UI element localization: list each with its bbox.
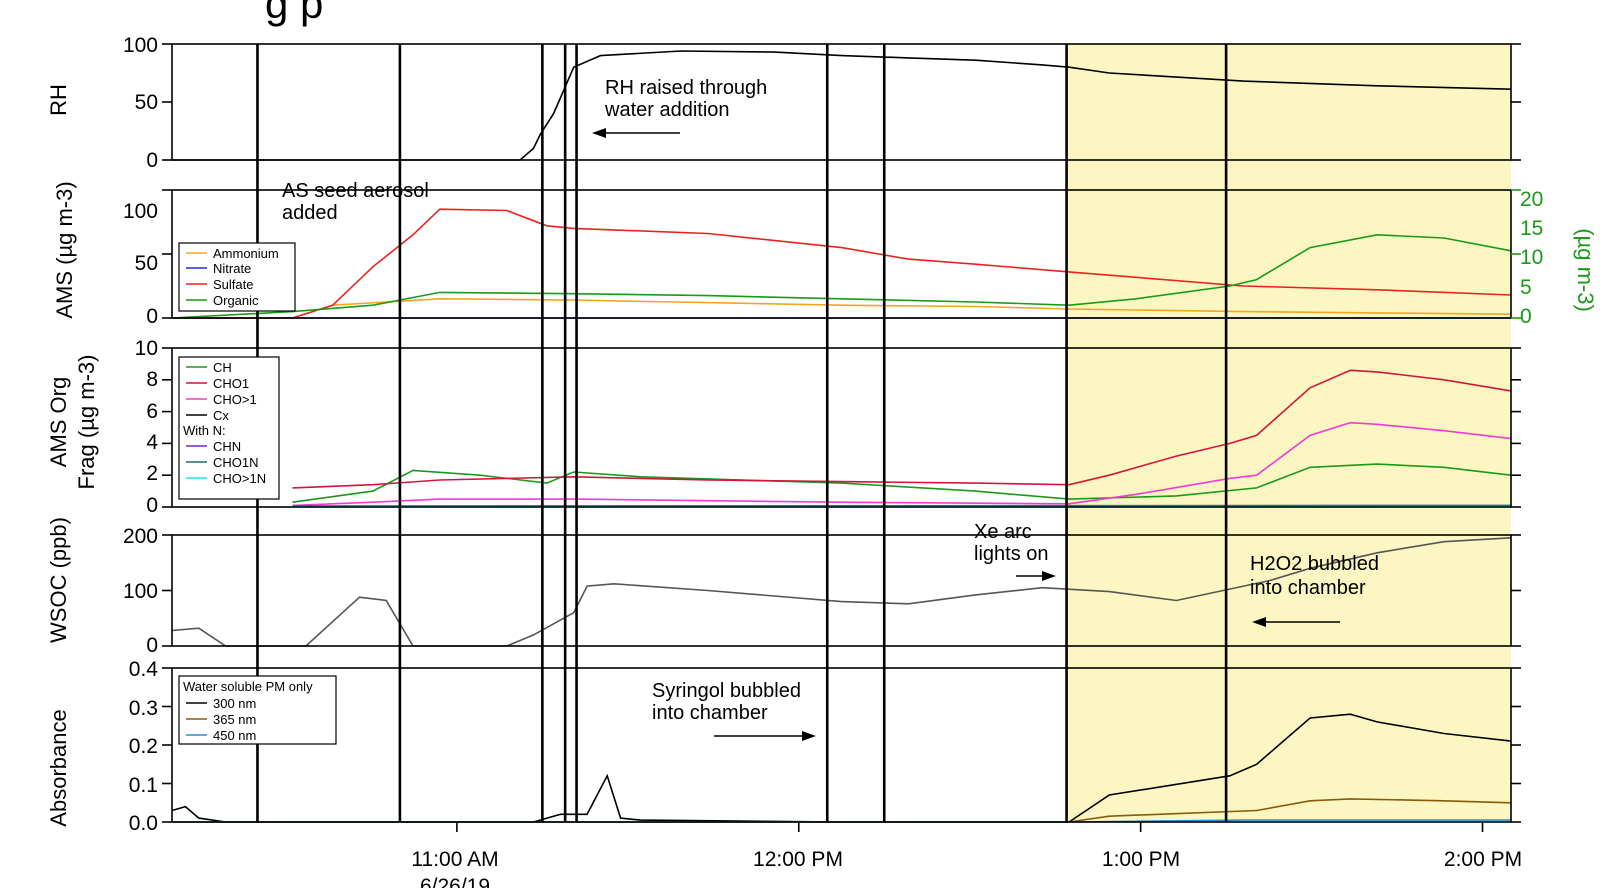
frag-ylabel-line1: AMS Org — [46, 377, 71, 467]
syringol-annotation: Syringol bubbled into chamber — [652, 680, 807, 724]
ams-annotation: AS seed aerosol added — [282, 180, 434, 224]
ams-ylabel: AMS (µg m-3) — [52, 181, 77, 318]
ams-legend-nitrate: Nitrate — [213, 261, 251, 276]
rh-series-0 — [172, 50, 1512, 161]
xe-annotation: Xe arc lights on — [974, 521, 1049, 565]
abs-ytick-0.4: 0.4 — [129, 658, 159, 681]
xaxis-date-label: 6/26/19 — [420, 875, 490, 888]
frag-ytick-6: 6 — [146, 400, 158, 423]
frag-legend-cho-gt1n: CHO>1N — [213, 471, 266, 486]
abs-ytick-0.3: 0.3 — [129, 697, 158, 720]
frag-legend-ch: CH — [213, 360, 232, 375]
abs-ylabel: Absorbance — [46, 709, 71, 826]
syringol-annotation-line1: Syringol bubbled — [652, 680, 801, 702]
frag-ytick-2: 2 — [146, 462, 158, 485]
rh-ylabel: RH — [46, 84, 71, 116]
rh-ytick-50: 50 — [135, 91, 158, 114]
frag-legend-cho1: CHO1 — [213, 376, 249, 391]
abs-ytick-0.2: 0.2 — [129, 735, 158, 758]
ams-annotation-line2: added — [282, 202, 338, 224]
ams-right-ytick-10: 10 — [1520, 246, 1543, 269]
ams-annotation-line1: AS seed aerosol — [282, 180, 429, 202]
abs-series-365-nm — [172, 798, 1512, 823]
frag-ytick-4: 4 — [146, 431, 158, 454]
xtick-12pm: 12:00 PM — [753, 848, 843, 871]
frag-ytick-8: 8 — [146, 368, 158, 391]
syringol-annotation-arrow — [714, 731, 816, 741]
abs-legend: Water soluble PM only 300 nm 365 nm 450 … — [178, 675, 337, 745]
abs-ytick-0.1: 0.1 — [129, 774, 158, 797]
abs-legend-365nm: 365 nm — [213, 712, 256, 727]
xtick-1pm: 1:00 PM — [1102, 848, 1180, 871]
frag-ytick-10: 10 — [135, 337, 158, 360]
xe-annotation-line2: lights on — [974, 543, 1049, 565]
frag-legend-chn: CHN — [213, 439, 241, 454]
frag-legend: CH CHO1 CHO>1 Cx With N: CHN CHO1N CHO>1… — [178, 356, 280, 500]
h2o2-annotation-line2: into chamber — [1250, 577, 1366, 599]
ams-ytick-0: 0 — [146, 305, 158, 328]
frag-legend-cho-gt1: CHO>1 — [213, 392, 257, 407]
wsoc-ytick-0: 0 — [146, 634, 158, 657]
ams-series-organic — [171, 233, 1512, 319]
ams-right-ytick-0: 0 — [1520, 305, 1532, 328]
frag-legend-cho1n: CHO1N — [213, 455, 259, 470]
ams-series-sulfate — [172, 208, 1512, 319]
abs-ytick-0.0: 0.0 — [129, 812, 158, 835]
ams-right-ytick-5: 5 — [1520, 276, 1532, 299]
h2o2-annotation-arrow — [1252, 617, 1340, 627]
rh-ytick-100: 100 — [123, 34, 158, 57]
ams-ylabel-text: AMS (µg m-3) — [52, 181, 77, 318]
wsoc-ytick-200: 200 — [123, 525, 158, 548]
rh-annotation: RH raised through water addition — [604, 77, 773, 121]
ams-legend-sulfate: Sulfate — [213, 277, 253, 292]
frag-series-cho-1 — [292, 421, 1512, 507]
ams-legend-ammonium: Ammonium — [213, 246, 279, 261]
xtick-2pm: 2:00 PM — [1444, 848, 1522, 871]
ams-ytick-50: 50 — [135, 252, 158, 275]
h2o2-annotation: H2O2 bubbled into chamber — [1250, 553, 1385, 599]
abs-legend-450nm: 450 nm — [213, 728, 256, 743]
frag-series-ch — [292, 463, 1512, 503]
ams-right-ytick-20: 20 — [1520, 188, 1543, 211]
ams-right-ytick-15: 15 — [1520, 217, 1543, 240]
title-fragment: g p — [265, 0, 323, 27]
ams-right-ylabel: (µg m-3) — [1573, 228, 1598, 312]
rh-annotation-line2: water addition — [604, 99, 730, 121]
frag-legend-with-n: With N: — [183, 423, 226, 438]
frag-panel-frame — [171, 347, 1512, 508]
wsoc-ylabel: WSOC (ppb) — [46, 517, 71, 643]
frag-legend-cx: Cx — [213, 408, 229, 423]
light-on-highlight-region — [1066, 44, 1511, 822]
xe-annotation-arrow — [1016, 571, 1056, 581]
ams-ytick-100: 100 — [123, 200, 158, 223]
frag-series-cho1 — [292, 369, 1512, 489]
ams-legend: Ammonium Nitrate Sulfate Organic — [178, 242, 296, 312]
h2o2-annotation-line1: H2O2 bubbled — [1250, 553, 1379, 575]
rh-annotation-arrow — [592, 128, 680, 138]
xtick-11am: 11:00 AM — [411, 848, 498, 871]
abs-legend-title: Water soluble PM only — [183, 679, 313, 694]
rh-annotation-line1: RH raised through — [605, 77, 767, 99]
ams-legend-organic: Organic — [213, 293, 259, 308]
frag-ytick-0: 0 — [146, 494, 158, 517]
syringol-annotation-line2: into chamber — [652, 702, 768, 724]
wsoc-ytick-100: 100 — [123, 580, 158, 603]
rh-ytick-0: 0 — [146, 149, 158, 172]
abs-legend-300nm: 300 nm — [213, 696, 256, 711]
frag-ylabel-line2: Frag (µg m-3) — [74, 355, 99, 490]
xe-annotation-line1: Xe arc — [974, 521, 1032, 543]
